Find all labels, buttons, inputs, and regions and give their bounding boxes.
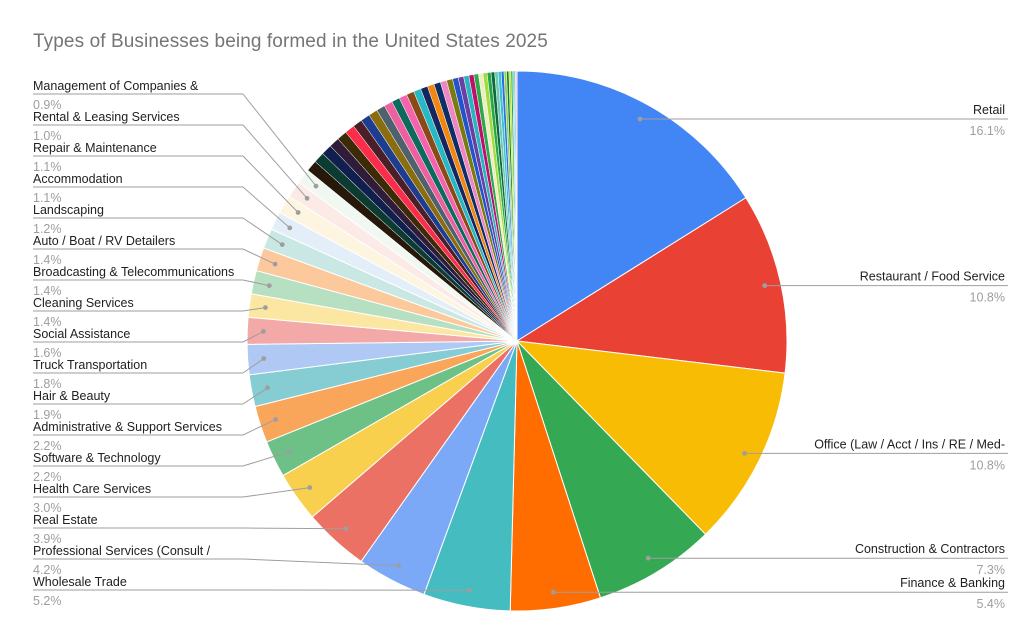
slice-percent: 2.2% (33, 470, 62, 484)
slice-percent: 3.9% (33, 532, 62, 546)
slice-percent: 1.8% (33, 377, 62, 391)
slice-label: Cleaning Services (33, 296, 134, 310)
leader-line (242, 387, 268, 405)
slice-percent: 7.3% (977, 563, 1006, 577)
leader-line (242, 330, 264, 343)
slice-label: Health Care Services (33, 482, 151, 496)
slice-label: Hair & Beauty (33, 389, 111, 403)
leader-dot (287, 225, 293, 231)
leader-dot (307, 485, 313, 490)
slice-percent: 1.4% (33, 315, 62, 329)
slice-label: Office (Law / Acct / Ins / RE / Med- (814, 437, 1005, 451)
slice-percent: 1.0% (33, 129, 62, 143)
slice-label: Professional Services (Consult / (33, 544, 211, 558)
pie-slice[interactable] (516, 340, 706, 599)
slice-percent: 1.6% (33, 346, 62, 360)
leader-dot (261, 356, 267, 361)
slice-percent: 10.8% (970, 458, 1005, 472)
leader-dot (273, 417, 278, 422)
slice-percent: 4.2% (33, 563, 62, 577)
pie-slice[interactable] (516, 70, 518, 342)
slice-label: Landscaping (33, 203, 104, 217)
leader-dot (742, 451, 747, 456)
slice-label: Social Assistance (33, 327, 130, 341)
leader-line (242, 248, 276, 265)
slice-percent: 1.9% (33, 408, 62, 422)
leader-line (242, 527, 347, 530)
slice-label: Accommodation (33, 172, 123, 186)
leader-line (242, 186, 291, 229)
slice-percent: 1.4% (33, 284, 62, 298)
slice-label: Construction & Contractors (855, 542, 1005, 556)
slice-label: Administrative & Support Services (33, 420, 222, 434)
slice-percent: 3.0% (33, 501, 62, 515)
leader-line (242, 124, 308, 199)
leader-line (242, 451, 289, 467)
leader-dot (313, 183, 319, 189)
leader-dot (279, 242, 285, 248)
pie-slice[interactable] (516, 340, 786, 535)
leader-line (242, 558, 399, 567)
leader-dot (396, 563, 402, 569)
slice-label: Software & Technology (33, 451, 161, 465)
slice-percent: 1.1% (33, 191, 62, 205)
leader-dot (645, 555, 651, 561)
slice-label: Wholesale Trade (33, 575, 127, 589)
leader-line (242, 418, 276, 436)
pie-slice[interactable] (516, 70, 747, 342)
slice-label: Real Estate (33, 513, 98, 527)
leader-dot (762, 283, 768, 288)
slice-label: Repair & Maintenance (33, 141, 157, 155)
chart-title: Types of Businesses being formed in the … (33, 31, 548, 52)
leader-dot (265, 385, 270, 391)
slice-percent: 16.1% (970, 124, 1005, 138)
leader-dot (304, 195, 310, 201)
leader-dot (295, 210, 301, 215)
leader-line (242, 279, 270, 287)
slice-label: Truck Transportation (33, 358, 147, 372)
leader-dot (266, 283, 272, 288)
slice-percent: 1.2% (33, 222, 62, 236)
leader-line (242, 487, 310, 498)
leader-line (242, 307, 266, 312)
slice-label: Auto / Boat / RV Detailers (33, 234, 175, 248)
leader-dot (272, 261, 278, 267)
slice-percent: 10.8% (970, 291, 1005, 305)
slice-label: Rental & Leasing Services (33, 110, 180, 124)
leader-line (242, 93, 317, 187)
leader-dot (637, 116, 643, 122)
slice-label: Finance & Banking (900, 576, 1005, 590)
slice-percent: 5.4% (977, 597, 1006, 611)
slice-label: Restaurant / Food Service (860, 270, 1005, 284)
leader-dot (263, 305, 268, 310)
slice-label: Management of Companies & (33, 79, 199, 93)
leader-line (242, 155, 299, 213)
slice-label: Broadcasting & Telecommunications (33, 265, 234, 279)
leader-dot (286, 449, 292, 455)
slice-percent: 0.9% (33, 98, 62, 112)
pie-slice[interactable] (516, 197, 788, 374)
slice-label: Retail (973, 103, 1005, 117)
slice-percent: 1.1% (33, 160, 62, 174)
leader-dot (261, 329, 266, 334)
leader-dot (551, 589, 556, 595)
slice-percent: 2.2% (33, 439, 62, 453)
leader-line (242, 217, 283, 246)
leader-line (242, 358, 265, 374)
slice-percent: 5.2% (33, 594, 62, 608)
leader-dot (343, 526, 349, 532)
slice-percent: 1.4% (33, 253, 62, 267)
leader-dot (467, 587, 472, 593)
